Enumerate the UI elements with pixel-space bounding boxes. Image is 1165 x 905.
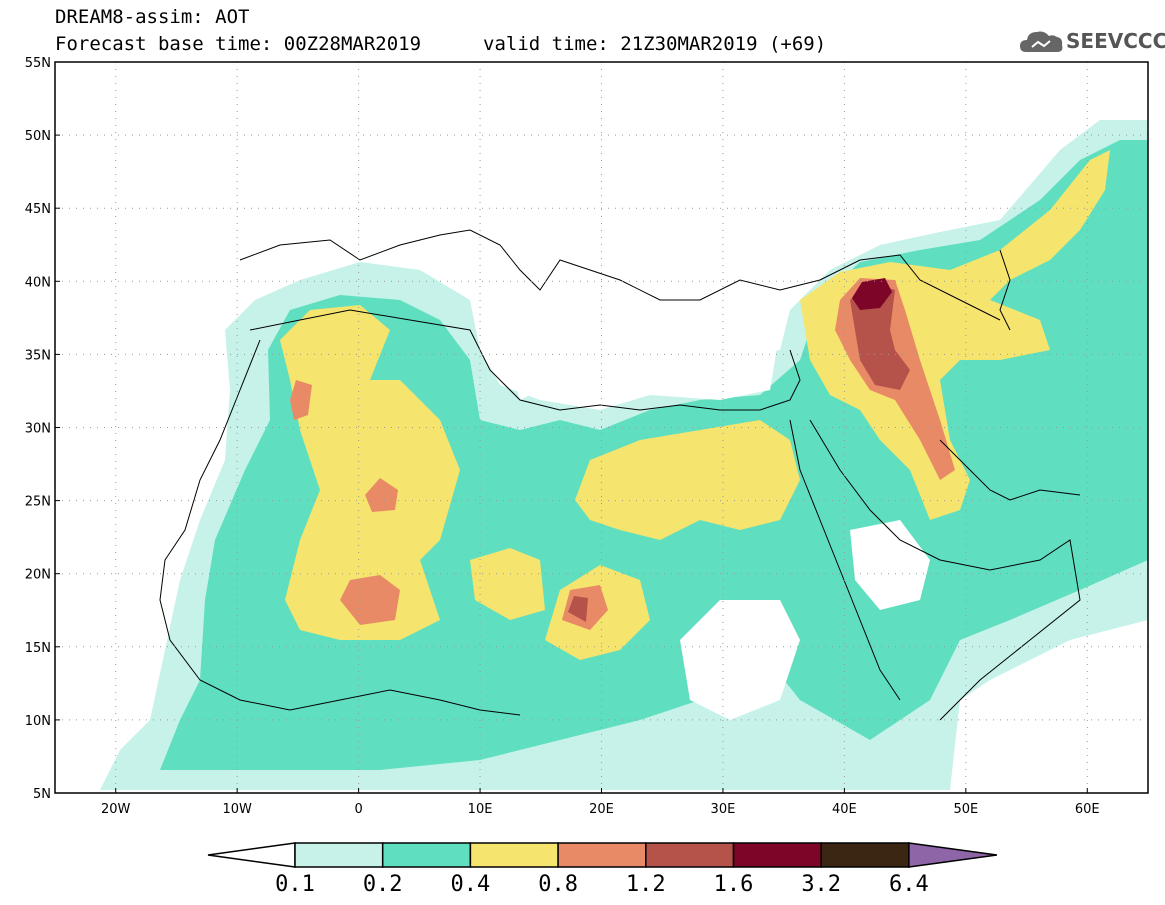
coastline-caspian <box>999 249 1011 331</box>
colorbar-segment <box>381 842 472 868</box>
colorbar-segment <box>645 842 735 868</box>
grid <box>55 61 1148 794</box>
colorbar-under-arrow <box>207 842 296 868</box>
colorbar-label: 0.8 <box>538 872 578 897</box>
lat-label: 55N <box>25 56 51 71</box>
colorbar-segment <box>557 842 647 868</box>
valid-time: valid time: 21Z30MAR2019 (+69) <box>483 33 827 55</box>
aot-level-0.4-sahara <box>280 305 460 640</box>
lon-label: 60E <box>1075 802 1100 817</box>
colorbar-label: 0.2 <box>363 872 403 897</box>
aot-level-1.6-turkey <box>852 278 892 310</box>
aot-fields <box>100 120 1148 790</box>
lon-label: 20E <box>589 802 614 817</box>
coastline-red-sea <box>789 419 901 701</box>
colorbar-label: 6.4 <box>889 872 929 897</box>
lat-label: 50N <box>25 129 51 144</box>
lon-label: 10E <box>468 802 493 817</box>
lon-label: 40E <box>832 802 857 817</box>
lon-label: 0 <box>354 802 362 817</box>
colorbar-label: 1.6 <box>714 872 754 897</box>
latitude-labels: 55N 50N 45N 40N 35N 30N 25N 20N 15N 10N 5N <box>25 56 60 802</box>
lat-label: 30N <box>25 422 51 437</box>
lat-label: 10N <box>25 714 51 729</box>
lat-label: 35N <box>25 348 51 363</box>
aot-level-0.4-libya-egypt <box>575 420 800 540</box>
lat-label: 20N <box>25 568 51 583</box>
colorbar-segment <box>469 842 559 868</box>
logo-text: SEEVCCC <box>1066 29 1165 53</box>
aot-level-0.8-morocco <box>290 380 312 420</box>
coastline-west-africa <box>159 339 521 716</box>
coastline-europe <box>239 229 1001 321</box>
colorbar-label: 1.2 <box>626 872 666 897</box>
lon-label: 50E <box>953 802 978 817</box>
lon-label: 20W <box>101 802 131 817</box>
colorbar-segment <box>820 842 910 868</box>
coastline-gulf <box>939 439 1081 501</box>
forecast-base-time: Forecast base time: 00Z28MAR2019 <box>55 33 422 55</box>
aot-level-0.8-mali <box>340 575 400 625</box>
lat-label: 45N <box>25 202 51 217</box>
aot-gap-mediterranean <box>470 300 780 410</box>
lon-label: 30E <box>711 802 736 817</box>
colorbar-segment <box>294 842 384 868</box>
lon-label: 10W <box>222 802 252 817</box>
aot-level-1.2-chad <box>568 596 588 622</box>
cloud-logo-icon <box>1020 31 1063 52</box>
colorbar-label: 0.1 <box>275 872 315 897</box>
lat-label: 25N <box>25 495 51 510</box>
colorbar-segment <box>732 842 822 868</box>
lat-label: 40N <box>25 275 51 290</box>
lat-label: 5N <box>33 787 51 802</box>
coastline-north-africa <box>249 309 801 411</box>
aot-level-0.4-niger <box>470 548 545 620</box>
aot-gap-sudan <box>680 600 800 720</box>
colorbar-over-arrow <box>908 842 998 868</box>
longitude-labels: 20W 10W 0 10E 20E 30E 40E 50E 60E <box>101 788 1100 817</box>
colorbar-label: 3.2 <box>801 872 841 897</box>
aot-level-0.4-middle-east <box>800 150 1110 520</box>
lat-label: 15N <box>25 641 51 656</box>
colorbar-label: 0.4 <box>451 872 491 897</box>
aot-gap-arabia <box>850 520 930 610</box>
aot-level-0.8-algeria <box>365 478 398 512</box>
colorbar: 0.1 0.2 0.4 0.8 1.2 1.6 3.2 6.4 <box>207 842 998 897</box>
map-title: DREAM8-assim: AOT <box>55 6 250 28</box>
